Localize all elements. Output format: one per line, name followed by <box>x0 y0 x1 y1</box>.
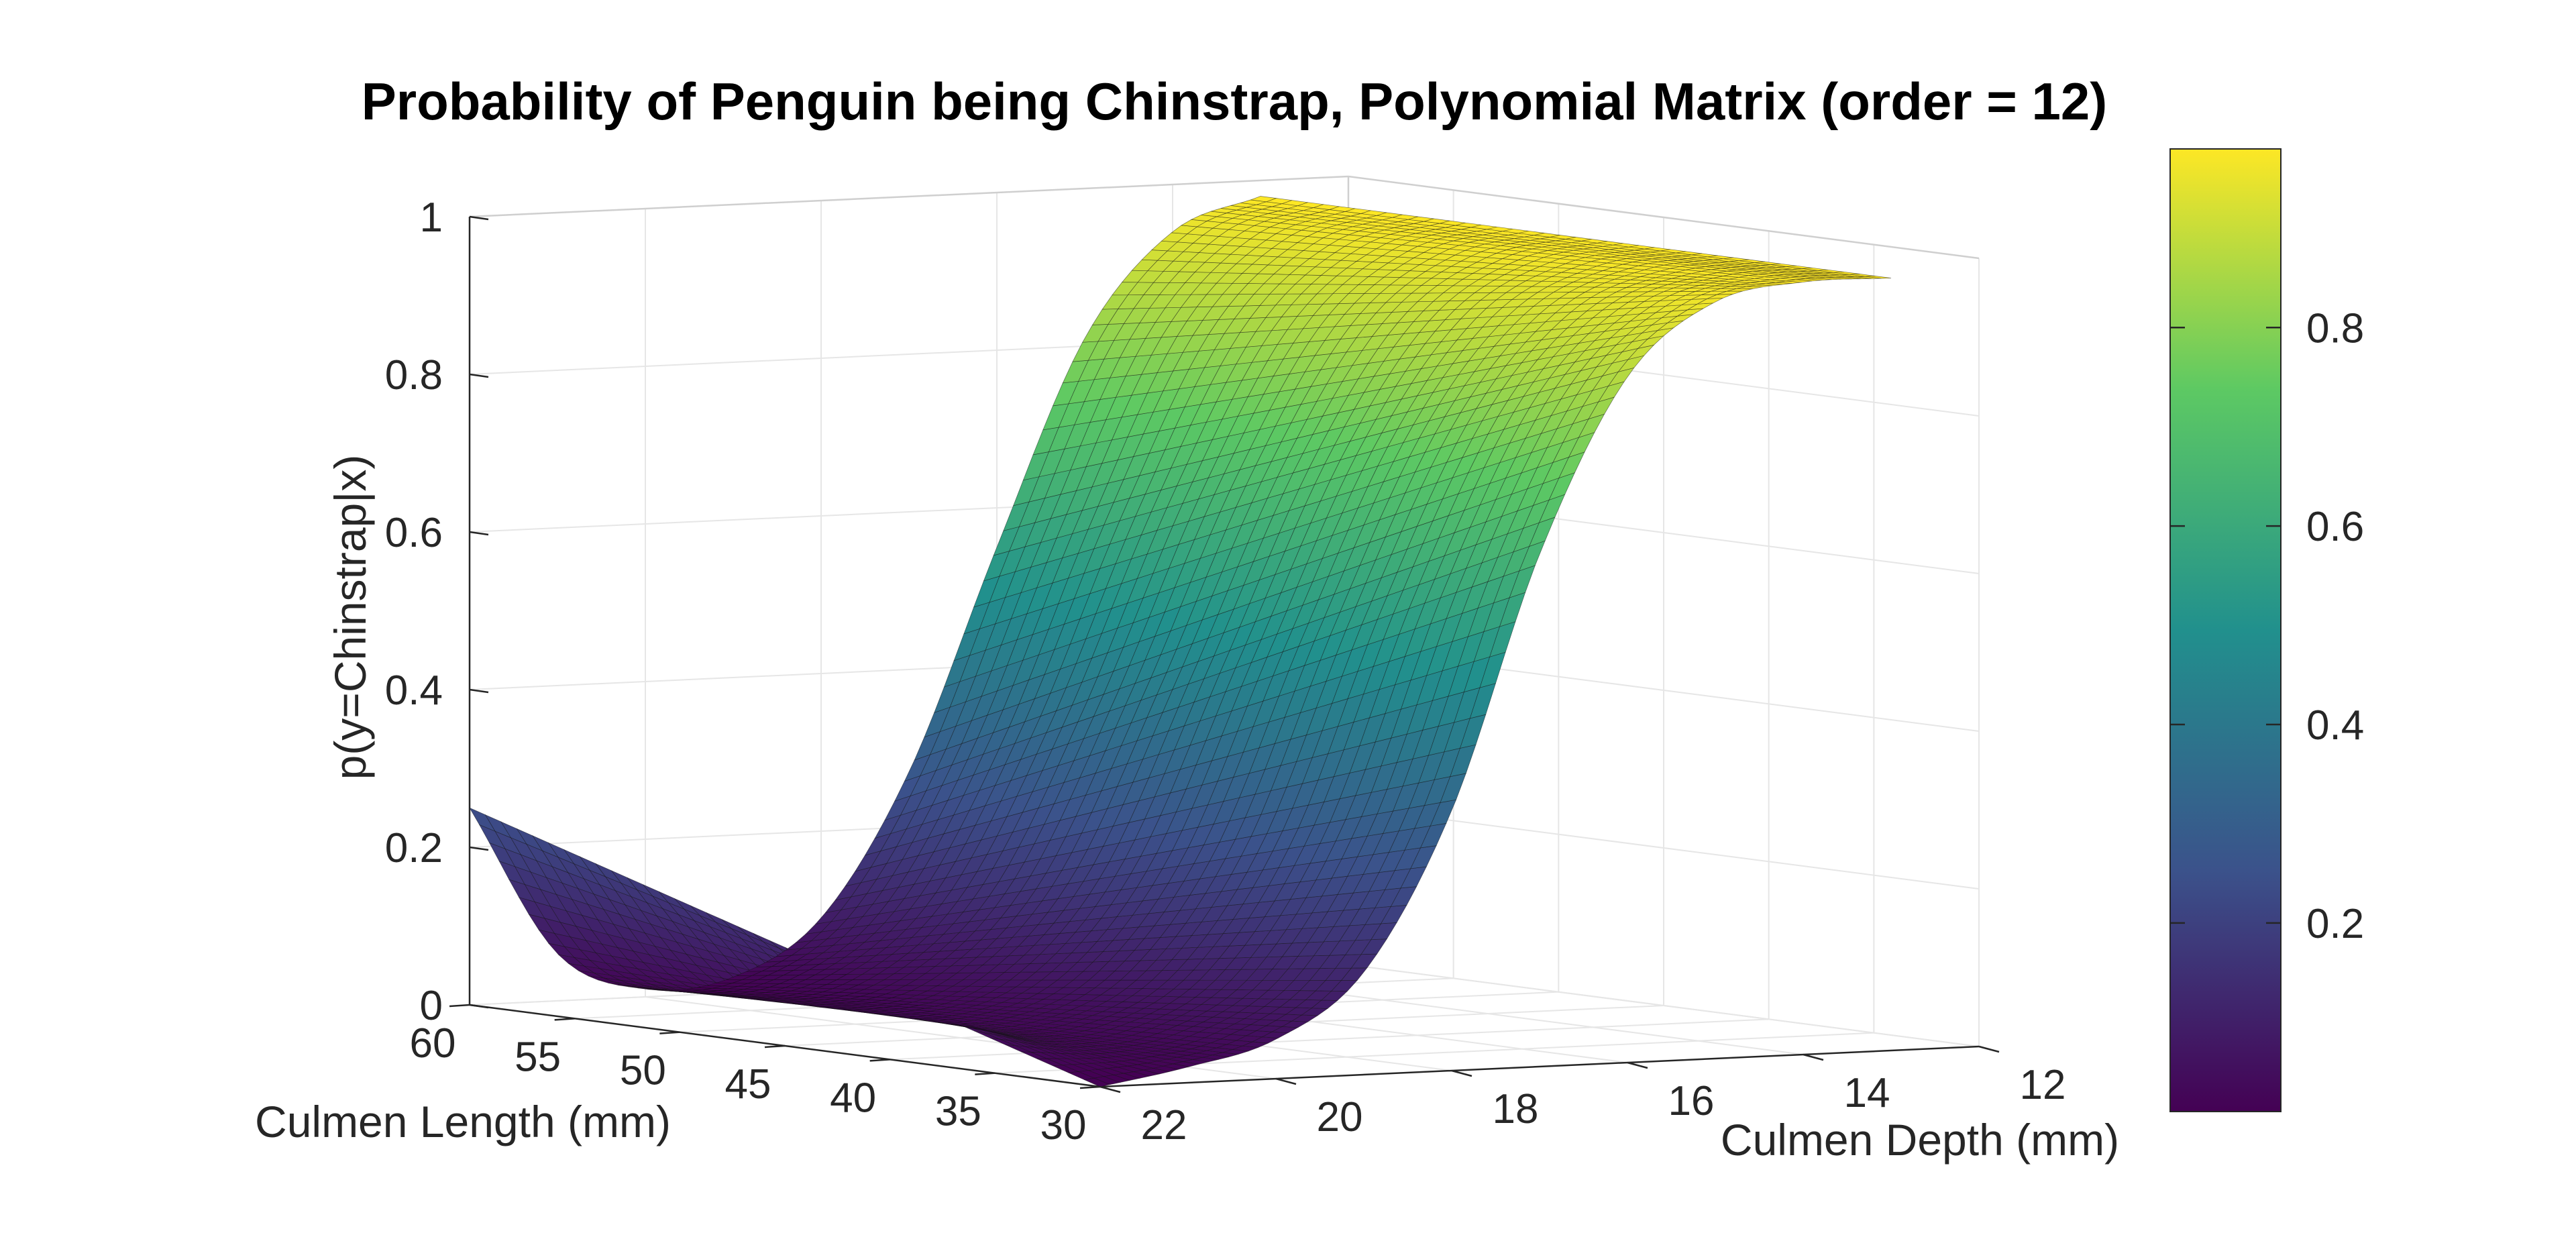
z-tick-mark <box>469 688 489 694</box>
axis-ticks: 0 0.2 0.4 0.6 0.8 1 30 35 40 45 50 55 60 12 14 16 18 20 22 <box>385 195 2066 1148</box>
colorbar: 0.2 0.4 0.6 0.8 <box>2169 148 2364 1112</box>
z-tick-mark <box>469 215 489 221</box>
colorbar-gradient <box>2169 148 2282 1112</box>
x-tick-mark <box>1079 1085 1101 1089</box>
y-tick-label: 14 <box>1844 1070 1890 1116</box>
y-tick-label: 22 <box>1141 1102 1187 1148</box>
z-tick-label: 0.6 <box>385 510 443 556</box>
x-tick-label: 50 <box>620 1048 666 1094</box>
colorbar-tick-label: 0.2 <box>2306 901 2364 947</box>
colorbar-tick-label: 0.4 <box>2306 702 2364 749</box>
z-tick-label: 0.2 <box>385 825 443 871</box>
x-tick-label: 40 <box>830 1075 876 1121</box>
side-wall-grid-line <box>1348 806 1980 890</box>
y-tick-mark <box>1803 1053 1824 1061</box>
y-axis-line <box>1099 1045 1980 1088</box>
surface-patch <box>1865 276 1892 279</box>
x-tick-label: 60 <box>410 1020 456 1067</box>
x-axis-label: Culmen Length (mm) <box>255 1097 671 1146</box>
box-edge <box>1348 175 1980 260</box>
y-tick-mark <box>1627 1061 1648 1069</box>
x-tick-label: 35 <box>935 1089 981 1135</box>
y-tick-mark <box>1978 1045 2000 1053</box>
z-tick-label: 0.4 <box>385 667 443 714</box>
z-tick-label: 0.8 <box>385 352 443 398</box>
colorbar-tick-label: 0.6 <box>2306 504 2364 550</box>
y-tick-mark <box>1099 1085 1121 1093</box>
x-tick-label: 45 <box>725 1061 771 1108</box>
x-tick-mark <box>869 1059 890 1062</box>
x-tick-mark <box>975 1072 996 1075</box>
y-axis-label: Culmen Depth (mm) <box>1721 1115 2119 1165</box>
z-axis-label: p(y=Chinstrap|x) <box>325 455 375 780</box>
x-tick-mark <box>764 1044 786 1049</box>
z-tick-mark <box>469 373 489 378</box>
y-tick-mark <box>1275 1077 1297 1085</box>
z-tick-label: 0 <box>420 983 443 1029</box>
chart-title: Probability of Penguin being Chinstrap, … <box>362 72 2108 131</box>
z-tick-label: 1 <box>420 195 443 241</box>
z-tick-mark <box>469 531 489 536</box>
x-tick-label: 55 <box>515 1034 561 1080</box>
side-wall-grid-line <box>1348 964 1980 1047</box>
y-tick-label: 20 <box>1317 1094 1363 1140</box>
box-edge <box>469 175 1349 218</box>
x-tick-mark <box>449 1004 470 1008</box>
z-tick-mark <box>469 846 489 851</box>
probability-surface <box>469 196 1892 1087</box>
y-tick-label: 12 <box>2020 1062 2066 1108</box>
z-tick-mark <box>469 1004 489 1009</box>
x-tick-label: 30 <box>1040 1102 1087 1148</box>
y-tick-label: 16 <box>1668 1078 1715 1124</box>
colorbar-tick-label: 0.8 <box>2306 305 2364 352</box>
y-tick-mark <box>1451 1069 1472 1077</box>
x-tick-mark <box>659 1031 680 1034</box>
x-tick-mark <box>554 1018 575 1021</box>
y-tick-label: 18 <box>1493 1086 1539 1132</box>
